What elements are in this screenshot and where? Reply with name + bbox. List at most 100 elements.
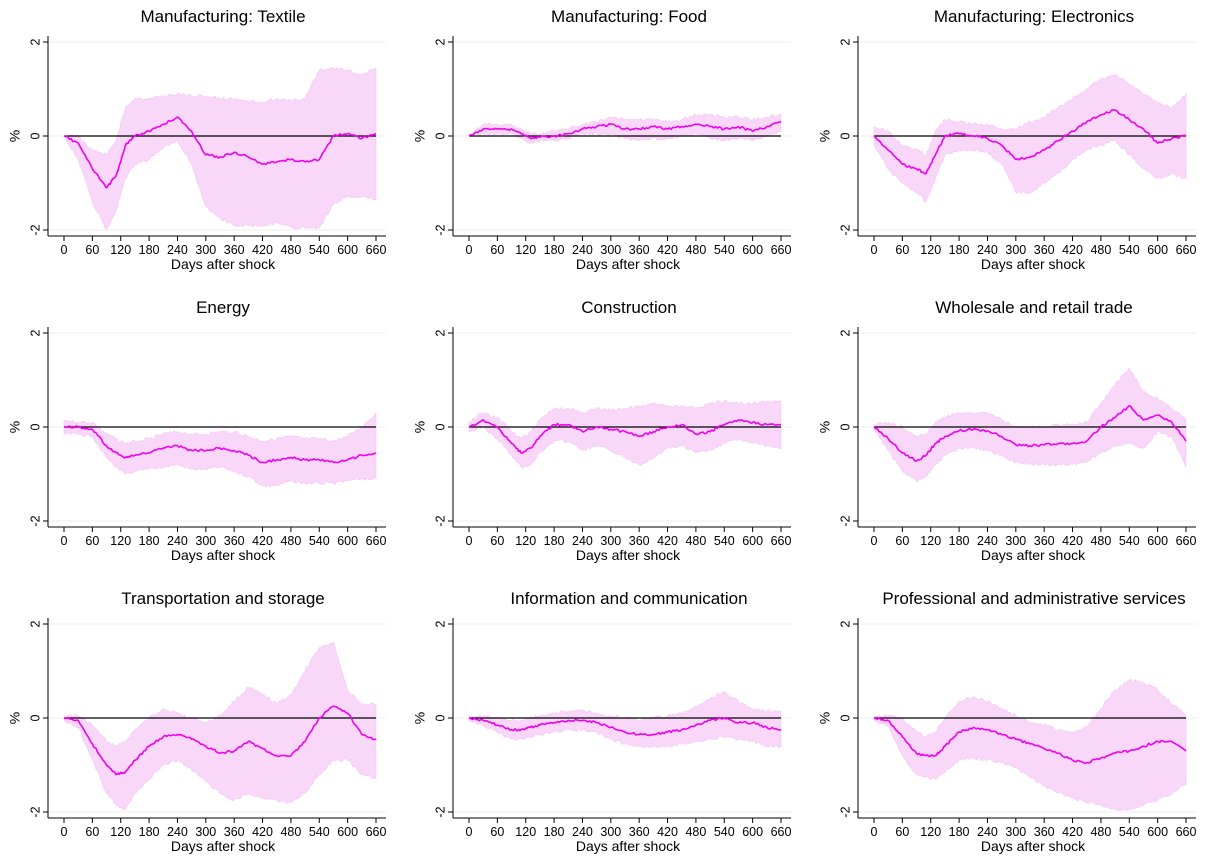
panel-4: Energy -2 0 2% 0 60 120 180 240 300 360 420 480 540 60… <box>7 298 387 563</box>
y-axis-label: % <box>412 421 428 433</box>
x-axis-label: Days after shock <box>981 256 1086 272</box>
panel-title: Manufacturing: Electronics <box>934 7 1134 26</box>
y-tick-label: -2 <box>838 224 852 235</box>
y-tick-label: 2 <box>838 620 852 627</box>
x-axis-label: Days after shock <box>981 838 1086 854</box>
panel-6: Wholesale and retail trade -2 0 2% 0 60 120 180… <box>817 298 1197 563</box>
x-tick-label: 540 <box>714 534 735 548</box>
x-tick-label: 240 <box>572 243 593 257</box>
confidence-band <box>63 642 377 811</box>
panel-title: Transportation and storage <box>121 589 325 608</box>
x-tick-label: 300 <box>195 534 216 548</box>
x-tick-label: 600 <box>1147 825 1168 839</box>
x-tick-label: 0 <box>871 825 878 839</box>
x-axis-label: Days after shock <box>171 838 276 854</box>
x-tick-label: 600 <box>1147 534 1168 548</box>
panel-1: Manufacturing: Textile -2 0 2% 0 60 120 180 240 3… <box>7 7 387 272</box>
x-tick-label: 480 <box>280 243 301 257</box>
x-tick-label: 240 <box>977 243 998 257</box>
panel-title: Information and communication <box>510 589 747 608</box>
confidence-band <box>873 678 1187 812</box>
x-tick-label: 660 <box>1176 825 1197 839</box>
x-tick-label: 120 <box>110 243 131 257</box>
x-tick-label: 540 <box>309 825 330 839</box>
x-tick-label: 300 <box>600 534 621 548</box>
x-tick-label: 420 <box>1062 534 1083 548</box>
x-tick-label: 0 <box>871 534 878 548</box>
x-tick-label: 540 <box>1119 243 1140 257</box>
x-tick-label: 0 <box>466 534 473 548</box>
estimate-line <box>873 109 1187 175</box>
x-tick-label: 600 <box>337 825 358 839</box>
x-tick-label: 180 <box>544 534 565 548</box>
y-tick-label: 0 <box>433 423 447 430</box>
x-tick-label: 180 <box>949 534 970 548</box>
x-tick-label: 660 <box>1176 534 1197 548</box>
y-axis-label: % <box>7 421 23 433</box>
x-tick-label: 120 <box>110 534 131 548</box>
x-tick-label: 600 <box>337 243 358 257</box>
y-tick-label: 2 <box>28 329 42 336</box>
x-tick-label: 660 <box>771 825 792 839</box>
y-tick-label: 0 <box>838 423 852 430</box>
y-tick-label: 0 <box>838 132 852 139</box>
estimate-line <box>63 425 377 464</box>
x-tick-label: 180 <box>544 243 565 257</box>
x-tick-label: 600 <box>742 534 763 548</box>
y-tick-label: 2 <box>28 38 42 45</box>
x-tick-label: 240 <box>167 243 188 257</box>
y-tick-label: -2 <box>28 806 42 817</box>
x-tick-label: 480 <box>685 825 706 839</box>
y-tick-label: 0 <box>838 714 852 721</box>
x-tick-label: 660 <box>366 825 387 839</box>
x-tick-label: 120 <box>920 243 941 257</box>
x-tick-label: 360 <box>629 534 650 548</box>
estimate-line <box>873 717 1187 765</box>
x-tick-label: 600 <box>742 243 763 257</box>
x-tick-label: 480 <box>685 243 706 257</box>
x-tick-label: 660 <box>366 243 387 257</box>
x-tick-label: 60 <box>490 825 504 839</box>
x-axis-label: Days after shock <box>576 838 681 854</box>
y-tick-label: 0 <box>433 132 447 139</box>
x-tick-label: 120 <box>110 825 131 839</box>
x-axis-label: Days after shock <box>981 547 1086 563</box>
x-tick-label: 660 <box>1176 243 1197 257</box>
panel-7: Transportation and storage -2 0 2% 0 60 120 180… <box>7 589 387 854</box>
x-axis-label: Days after shock <box>576 547 681 563</box>
y-tick-label: -2 <box>433 224 447 235</box>
y-tick-label: 2 <box>838 38 852 45</box>
x-tick-label: 120 <box>515 243 536 257</box>
x-tick-label: 120 <box>515 825 536 839</box>
y-tick-label: 2 <box>433 620 447 627</box>
estimate-line <box>63 705 377 776</box>
y-axis-label: % <box>412 712 428 724</box>
y-axis-label: % <box>7 130 23 142</box>
x-tick-label: 480 <box>1090 534 1111 548</box>
x-tick-label: 540 <box>1119 825 1140 839</box>
x-tick-label: 60 <box>85 825 99 839</box>
x-tick-label: 360 <box>224 825 245 839</box>
y-axis-label: % <box>817 421 833 433</box>
x-tick-label: 180 <box>949 243 970 257</box>
y-tick-label: -2 <box>838 515 852 526</box>
x-tick-label: 360 <box>224 534 245 548</box>
estimate-line <box>873 405 1187 462</box>
x-tick-label: 180 <box>949 825 970 839</box>
estimate-line <box>468 419 781 454</box>
x-tick-label: 240 <box>572 534 593 548</box>
panel-8: Information and communication -2 0 2% 0 60 120… <box>412 589 792 854</box>
y-tick-label: 0 <box>28 714 42 721</box>
panel-title: Construction <box>581 298 676 317</box>
x-tick-label: 540 <box>714 243 735 257</box>
x-tick-label: 180 <box>139 534 160 548</box>
x-tick-label: 300 <box>600 243 621 257</box>
y-tick-label: -2 <box>28 515 42 526</box>
confidence-band <box>873 367 1187 483</box>
x-tick-label: 420 <box>657 825 678 839</box>
x-tick-label: 540 <box>714 825 735 839</box>
x-tick-label: 300 <box>1005 825 1026 839</box>
y-tick-label: 2 <box>433 38 447 45</box>
y-axis-label: % <box>817 712 833 724</box>
estimate-line <box>468 716 782 737</box>
